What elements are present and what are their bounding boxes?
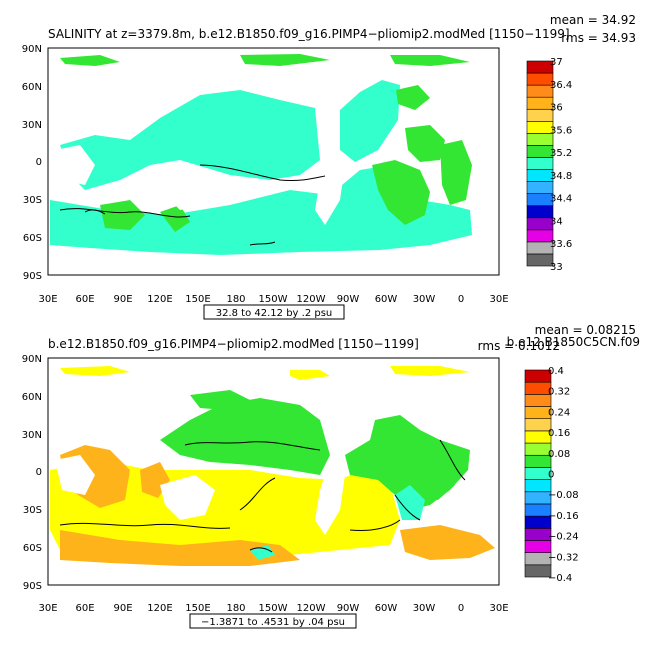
colorbar-label: 34.8 bbox=[550, 171, 572, 182]
lon-label: 30E bbox=[489, 603, 508, 614]
panel-bottom-case: b.e12.B1850C5CN.f09 bbox=[507, 335, 640, 349]
lat-label: 30S bbox=[23, 505, 42, 516]
lon-label: 90E bbox=[113, 294, 132, 305]
lon-label: 60E bbox=[75, 603, 94, 614]
colorbar-label: −0.32 bbox=[548, 552, 579, 563]
lon-label: 90W bbox=[337, 294, 360, 305]
panel-bottom-title: b.e12.B1850.f09_g16.PIMP4−pliomip2.modMe… bbox=[48, 337, 419, 351]
colorbar-swatch bbox=[526, 181, 554, 194]
lon-label: 120W bbox=[297, 294, 326, 305]
panel-bottom-map bbox=[47, 357, 500, 586]
panel-top-map bbox=[47, 47, 500, 276]
lon-label: 150W bbox=[259, 294, 288, 305]
colorbar-label: 37 bbox=[550, 57, 563, 68]
panel-top: SALINITY at z=3379.8m, b.e12.B1850.f09_g… bbox=[22, 13, 636, 320]
lat-label: 90S bbox=[23, 581, 42, 592]
lon-label: 60E bbox=[75, 294, 94, 305]
lon-label: 120W bbox=[297, 603, 326, 614]
panel-top-title: SALINITY at z=3379.8m, b.e12.B1850.f09_g… bbox=[48, 27, 570, 41]
colorbar-label: 34 bbox=[550, 216, 563, 227]
colorbar-label: 33.6 bbox=[550, 239, 572, 250]
colorbar-label: 0 bbox=[548, 470, 554, 481]
panel-top-colorbar: 33 33.6 34 34.4 34.8 35.2 35.6 36 36.4 37 bbox=[526, 57, 572, 273]
lon-label: 150W bbox=[259, 603, 288, 614]
lon-label: 60W bbox=[375, 294, 398, 305]
lat-label: 60N bbox=[22, 392, 42, 403]
panel-bottom-land bbox=[55, 455, 345, 535]
colorbar-label: 33 bbox=[550, 262, 563, 273]
lat-label: 0 bbox=[36, 467, 42, 478]
colorbar-swatch bbox=[526, 60, 554, 74]
panel-top-land bbox=[55, 145, 345, 225]
lat-label: 60N bbox=[22, 82, 42, 93]
lon-label: 30E bbox=[38, 603, 57, 614]
panel-bottom-contours bbox=[59, 439, 466, 553]
lon-label: 150E bbox=[185, 603, 210, 614]
panel-bottom-lat-labels: 90N 60N 30N 0 30S 60S 90S bbox=[22, 354, 42, 592]
panel-top-range-label: 32.8 to 42.12 by .2 psu bbox=[216, 308, 333, 319]
lon-label: 180 bbox=[226, 294, 245, 305]
lon-label: 0 bbox=[458, 603, 464, 614]
lat-label: 30N bbox=[22, 120, 42, 131]
lon-label: 30E bbox=[489, 294, 508, 305]
lat-label: 30N bbox=[22, 430, 42, 441]
lat-label: 90S bbox=[23, 271, 42, 282]
panel-bottom-rms: rms = 0.1012 bbox=[478, 339, 560, 353]
panel-top-rms: rms = 34.93 bbox=[561, 31, 636, 45]
lat-label: 90N bbox=[22, 44, 42, 55]
colorbar-label: 0.16 bbox=[548, 428, 570, 439]
lat-label: 60S bbox=[23, 233, 42, 244]
lat-label: 90N bbox=[22, 354, 42, 365]
colorbar-label: 0.32 bbox=[548, 387, 570, 398]
panel-bottom-ocean-field bbox=[50, 366, 495, 566]
colorbar-label: 36.4 bbox=[550, 80, 572, 91]
colorbar-label: 35.2 bbox=[550, 148, 572, 159]
panel-bottom-mean: mean = 0.08215 bbox=[535, 323, 636, 337]
colorbar-label: 0.4 bbox=[548, 366, 564, 377]
lon-label: 30W bbox=[413, 294, 436, 305]
panel-bottom-range-label: −1.3871 to .4531 by .04 psu bbox=[201, 617, 345, 628]
lat-label: 0 bbox=[36, 157, 42, 168]
colorbar-label: 35.6 bbox=[550, 125, 572, 136]
lon-label: 60W bbox=[375, 603, 398, 614]
panel-bottom-range-box: −1.3871 to .4531 by .04 psu bbox=[189, 613, 357, 629]
colorbar-label: 34.4 bbox=[550, 194, 572, 205]
lon-label: 30W bbox=[413, 603, 436, 614]
panel-top-contours bbox=[59, 164, 326, 246]
panel-top-mean: mean = 34.92 bbox=[550, 13, 636, 27]
panel-top-ocean-field bbox=[50, 54, 472, 255]
colorbar-label: −0.16 bbox=[548, 511, 579, 522]
lon-label: 0 bbox=[458, 294, 464, 305]
lon-label: 150E bbox=[185, 294, 210, 305]
lon-label: 120E bbox=[147, 294, 172, 305]
panel-bottom-colorbar: −0.4 −0.32 −0.24 −0.16 −0.08 0 0.08 0.16 0.24 0.3… bbox=[524, 366, 579, 584]
lon-label: 180 bbox=[226, 603, 245, 614]
panel-top-lon-labels: 30E 60E 90E 120E 150E 180 150W 120W 90W … bbox=[38, 294, 508, 305]
panel-bottom-lon-labels: 30E 60E 90E 120E 150E 180 150W 120W 90W … bbox=[38, 603, 508, 614]
colorbar-label: −0.24 bbox=[548, 532, 579, 543]
lat-label: 60S bbox=[23, 543, 42, 554]
panel-bottom: b.e12.B1850.f09_g16.PIMP4−pliomip2.modMe… bbox=[22, 323, 640, 629]
lon-label: 90W bbox=[337, 603, 360, 614]
colorbar-swatch bbox=[526, 157, 554, 170]
panel-top-range-box: 32.8 to 42.12 by .2 psu bbox=[203, 304, 345, 320]
panel-top-lat-labels: 90N 60N 30N 0 30S 60S 90S bbox=[22, 44, 42, 282]
colorbar-swatch bbox=[524, 369, 552, 383]
colorbar-label: −0.08 bbox=[548, 490, 579, 501]
lon-label: 30E bbox=[38, 294, 57, 305]
lon-label: 90E bbox=[113, 603, 132, 614]
colorbar-label: −0.4 bbox=[548, 573, 572, 584]
colorbar-label: 36 bbox=[550, 103, 563, 114]
lat-label: 30S bbox=[23, 195, 42, 206]
lon-label: 120E bbox=[147, 603, 172, 614]
colorbar-label: 0.08 bbox=[548, 449, 570, 460]
colorbar-label: 0.24 bbox=[548, 407, 570, 418]
